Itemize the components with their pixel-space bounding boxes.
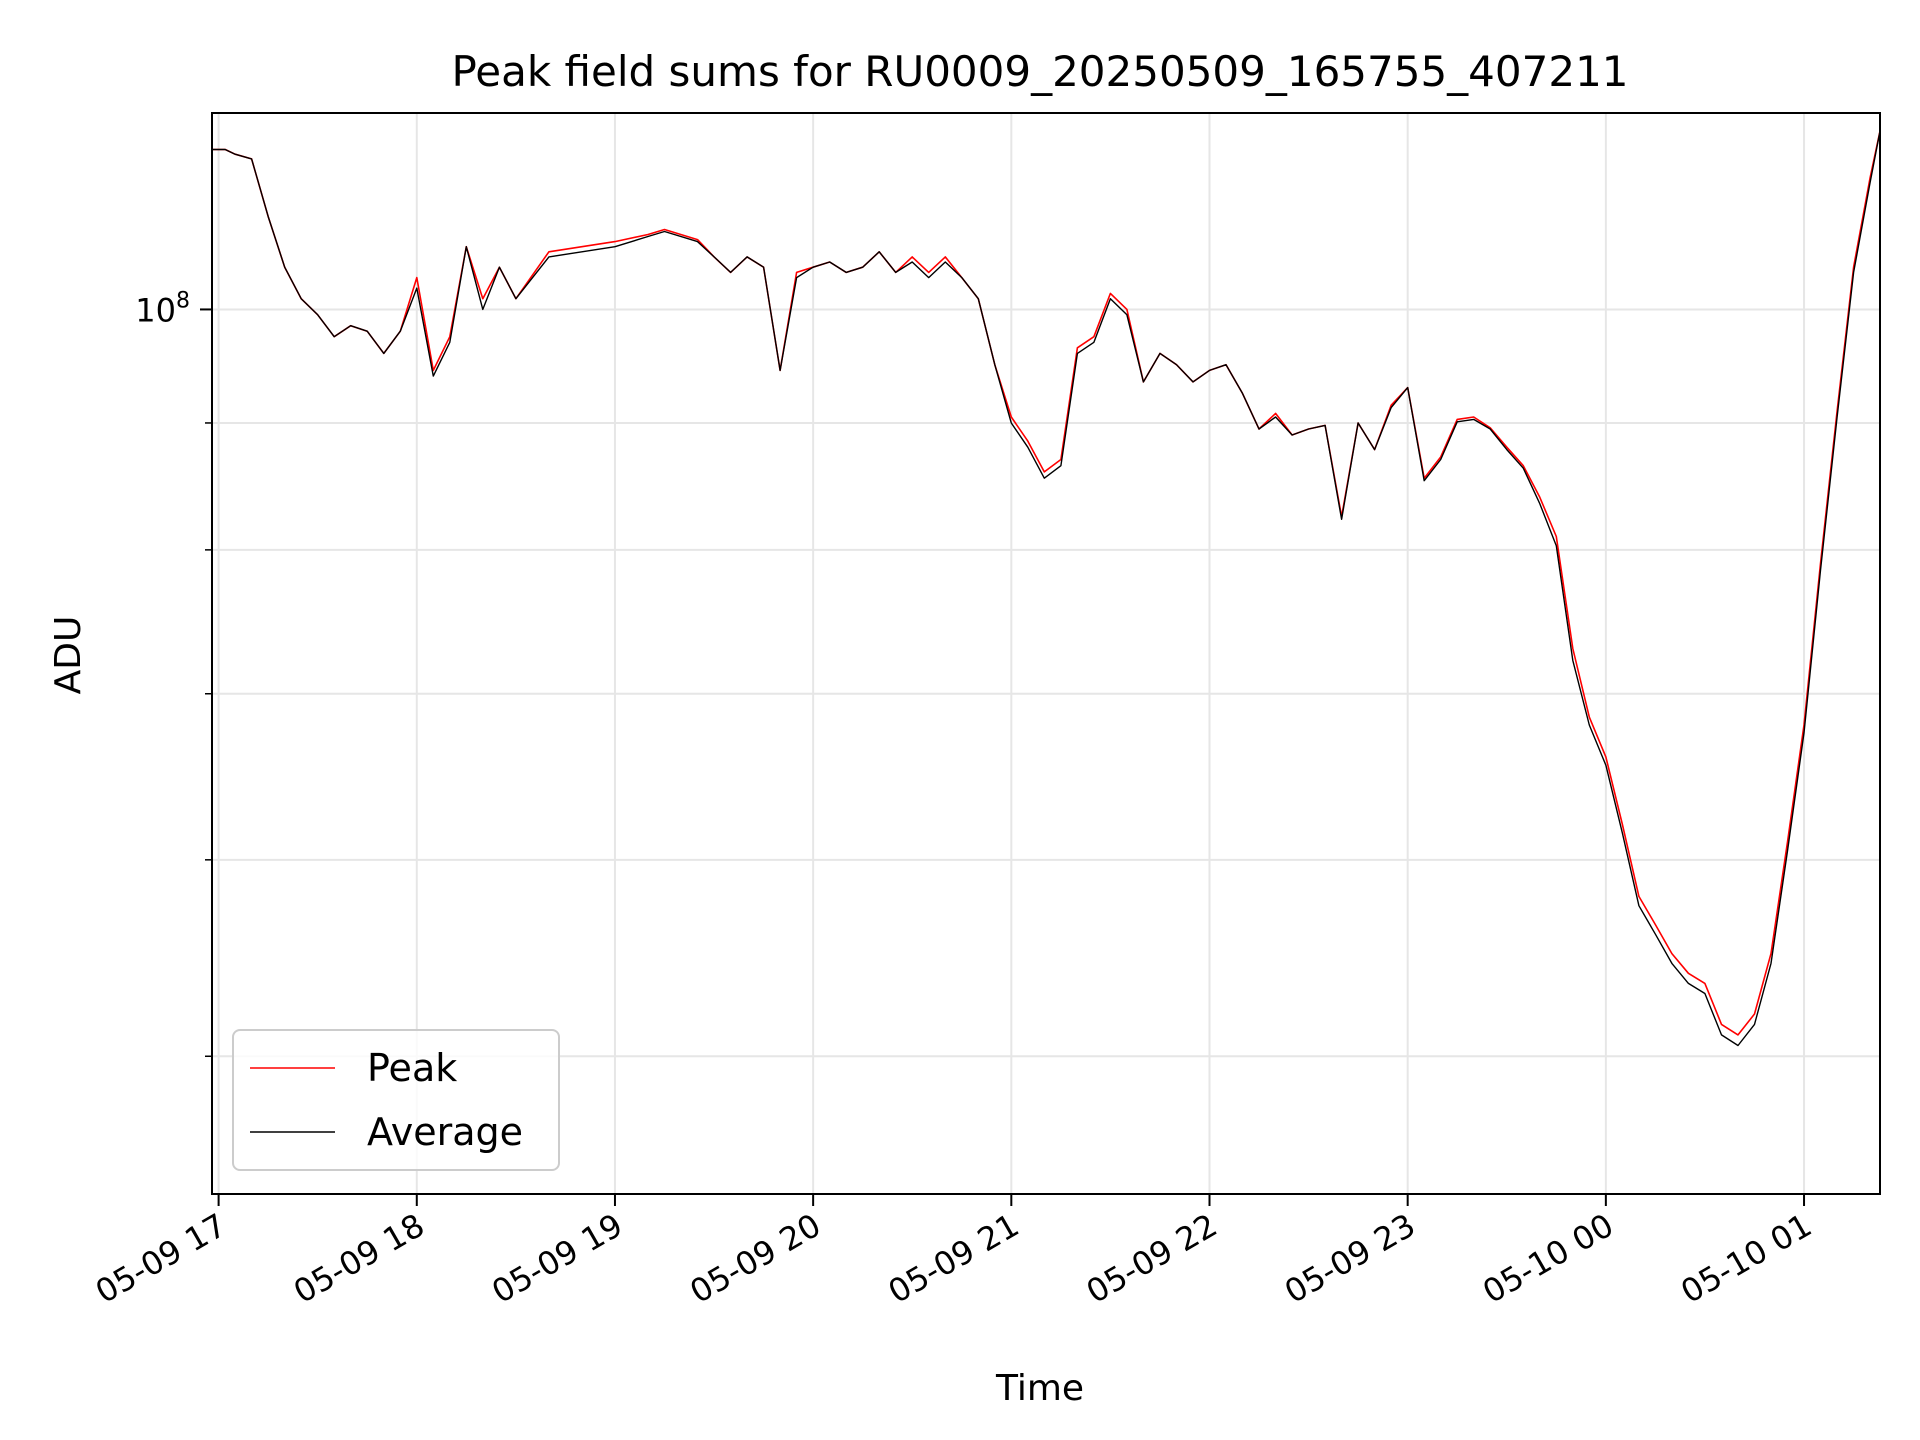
x-axis-label: Time: [995, 1368, 1084, 1409]
y-tick-label: 108: [135, 288, 190, 329]
chart-title: Peak field sums for RU0009_20250509_1657…: [451, 47, 1628, 96]
legend-label-peak: Peak: [367, 1046, 457, 1090]
legend-label-average: Average: [367, 1110, 523, 1154]
legend: Peak Average: [232, 1029, 560, 1171]
legend-frame: [232, 1029, 560, 1171]
grid: [212, 113, 1880, 1194]
plot-lines: [212, 130, 1881, 1047]
series-line-average: [212, 130, 1881, 1047]
plot-frame: [211, 112, 1881, 1195]
y-axis-label: ADU: [48, 616, 89, 695]
